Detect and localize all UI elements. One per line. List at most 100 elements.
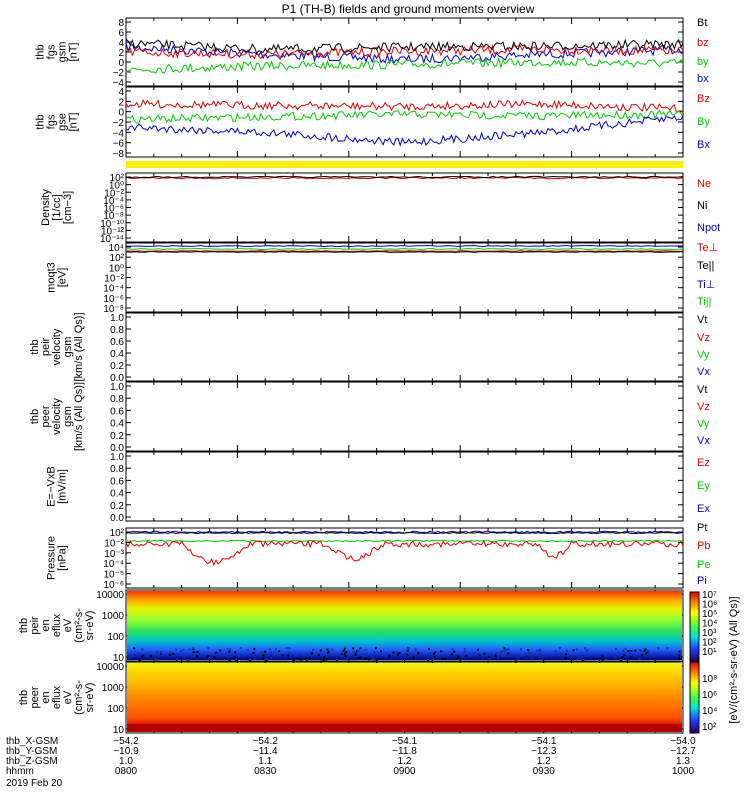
noise-pixel: [465, 654, 468, 657]
noise-pixel: [432, 657, 435, 660]
y-axis-label: moqt3: [46, 262, 58, 293]
noise-pixel: [503, 647, 506, 650]
y-tick-label: 100: [107, 632, 124, 643]
noise-pixel: [332, 654, 335, 657]
noise-pixel: [517, 655, 520, 658]
y-tick-label: 6: [118, 28, 124, 39]
noise-pixel: [297, 658, 300, 660]
noise-pixel: [617, 651, 620, 654]
noise-pixel: [638, 649, 641, 651]
noise-pixel: [461, 655, 464, 658]
noise-pixel: [207, 655, 210, 658]
noise-pixel: [463, 650, 466, 653]
noise-pixel: [614, 656, 617, 659]
noise-pixel: [336, 658, 338, 661]
noise-pixel: [643, 649, 646, 652]
xaxis-row-label: thb_Z-GSM: [6, 756, 58, 767]
xaxis-row-value: −54.1: [392, 736, 418, 747]
trace-gse-bx: [125, 115, 684, 147]
legend-ti⊥: Ti⊥: [697, 279, 715, 291]
trace-gse-by: [125, 109, 684, 124]
noise-pixel: [342, 649, 345, 652]
y-tick-label: 0.4: [110, 419, 124, 430]
noise-pixel: [678, 654, 681, 657]
y-tick-label: 0.0: [110, 513, 124, 524]
plot-title: P1 (TH-B) fields and ground moments over…: [282, 2, 535, 16]
legend-te⊥: Te⊥: [697, 242, 718, 254]
noise-pixel: [527, 649, 530, 651]
legend-bt: Bt: [697, 17, 707, 29]
noise-pixel: [634, 649, 637, 652]
y-axis-label: peer: [29, 686, 41, 708]
trace-gsm-bt: [125, 38, 684, 55]
noise-pixel: [433, 652, 435, 655]
noise-pixel: [239, 647, 242, 650]
noise-pixel: [584, 647, 587, 650]
y-axis-label: sr-eV): [84, 611, 96, 641]
y-axis-label: eflux: [51, 685, 63, 709]
noise-pixel: [623, 654, 626, 656]
noise-pixel: [528, 650, 530, 653]
noise-pixel: [326, 648, 329, 651]
noise-pixel: [187, 659, 190, 661]
noise-pixel: [264, 658, 267, 661]
colorbar-tick-label: 10⁸: [702, 674, 717, 685]
noise-pixel: [388, 654, 391, 657]
noise-pixel: [627, 650, 630, 652]
y-tick-label: 0.8: [110, 325, 124, 336]
y-tick-label: 1.0: [110, 382, 124, 393]
noise-pixel: [226, 647, 229, 650]
legend-by: by: [697, 56, 709, 68]
noise-pixel: [434, 651, 437, 654]
noise-pixel: [260, 651, 263, 654]
noise-pixel: [586, 649, 589, 652]
y-tick-label: 0.4: [110, 349, 124, 360]
noise-pixel: [640, 650, 643, 653]
time-axis: thb_X-GSM −54.2 −54.2 −54.1 −54.1 −54.0 thb_Y-…: [6, 736, 696, 789]
y-axis-label: gsm: [57, 42, 69, 63]
noise-pixel: [270, 651, 273, 654]
panel-frame: [125, 312, 684, 382]
y-tick-label: −4: [113, 78, 125, 89]
data-marks: [125, 38, 684, 732]
noise-pixel: [141, 648, 144, 651]
xaxis-row-value: −11.8: [392, 746, 417, 757]
noise-pixel: [340, 655, 343, 658]
noise-pixel: [646, 650, 649, 653]
noise-pixel: [644, 648, 647, 651]
xaxis-row-value: 1.1: [258, 756, 272, 767]
noise-pixel: [228, 658, 231, 661]
colorbar-tick-label: 10⁴: [702, 706, 717, 717]
noise-pixel: [213, 656, 216, 659]
noise-pixel: [327, 652, 330, 654]
noise-pixel: [502, 649, 505, 652]
noise-pixel: [153, 656, 156, 659]
y-axis-label: [nT]: [68, 43, 80, 62]
y-tick-label: 0.0: [110, 443, 124, 454]
noise-pixel: [354, 651, 357, 654]
noise-pixel: [373, 658, 375, 661]
noise-pixel: [160, 651, 163, 654]
noise-pixel: [392, 651, 395, 654]
y-tick-label: 10⁻⁵: [103, 570, 124, 581]
noise-pixel: [311, 652, 313, 655]
y-tick-label: −6: [113, 139, 125, 150]
noise-pixel: [577, 656, 580, 659]
noise-pixel: [191, 647, 194, 650]
noise-pixel: [580, 657, 583, 660]
noise-pixel: [356, 650, 358, 653]
legend-pb: Pb: [697, 540, 710, 552]
noise-pixel: [415, 649, 417, 652]
y-axis-label: [nPa]: [57, 545, 69, 571]
noise-pixel: [266, 658, 269, 661]
noise-pixel: [641, 654, 644, 657]
trace-ti-par: [125, 247, 684, 251]
y-tick-label: 100: [107, 704, 124, 715]
noise-pixel: [235, 658, 238, 661]
y-tick-label: 10⁻¹²: [101, 226, 125, 237]
noise-pixel: [372, 654, 374, 657]
noise-pixel: [487, 656, 490, 659]
legend-pi: Pi: [697, 575, 707, 587]
y-tick-label: 4: [118, 38, 124, 49]
y-axis-label: gsm: [62, 406, 74, 427]
